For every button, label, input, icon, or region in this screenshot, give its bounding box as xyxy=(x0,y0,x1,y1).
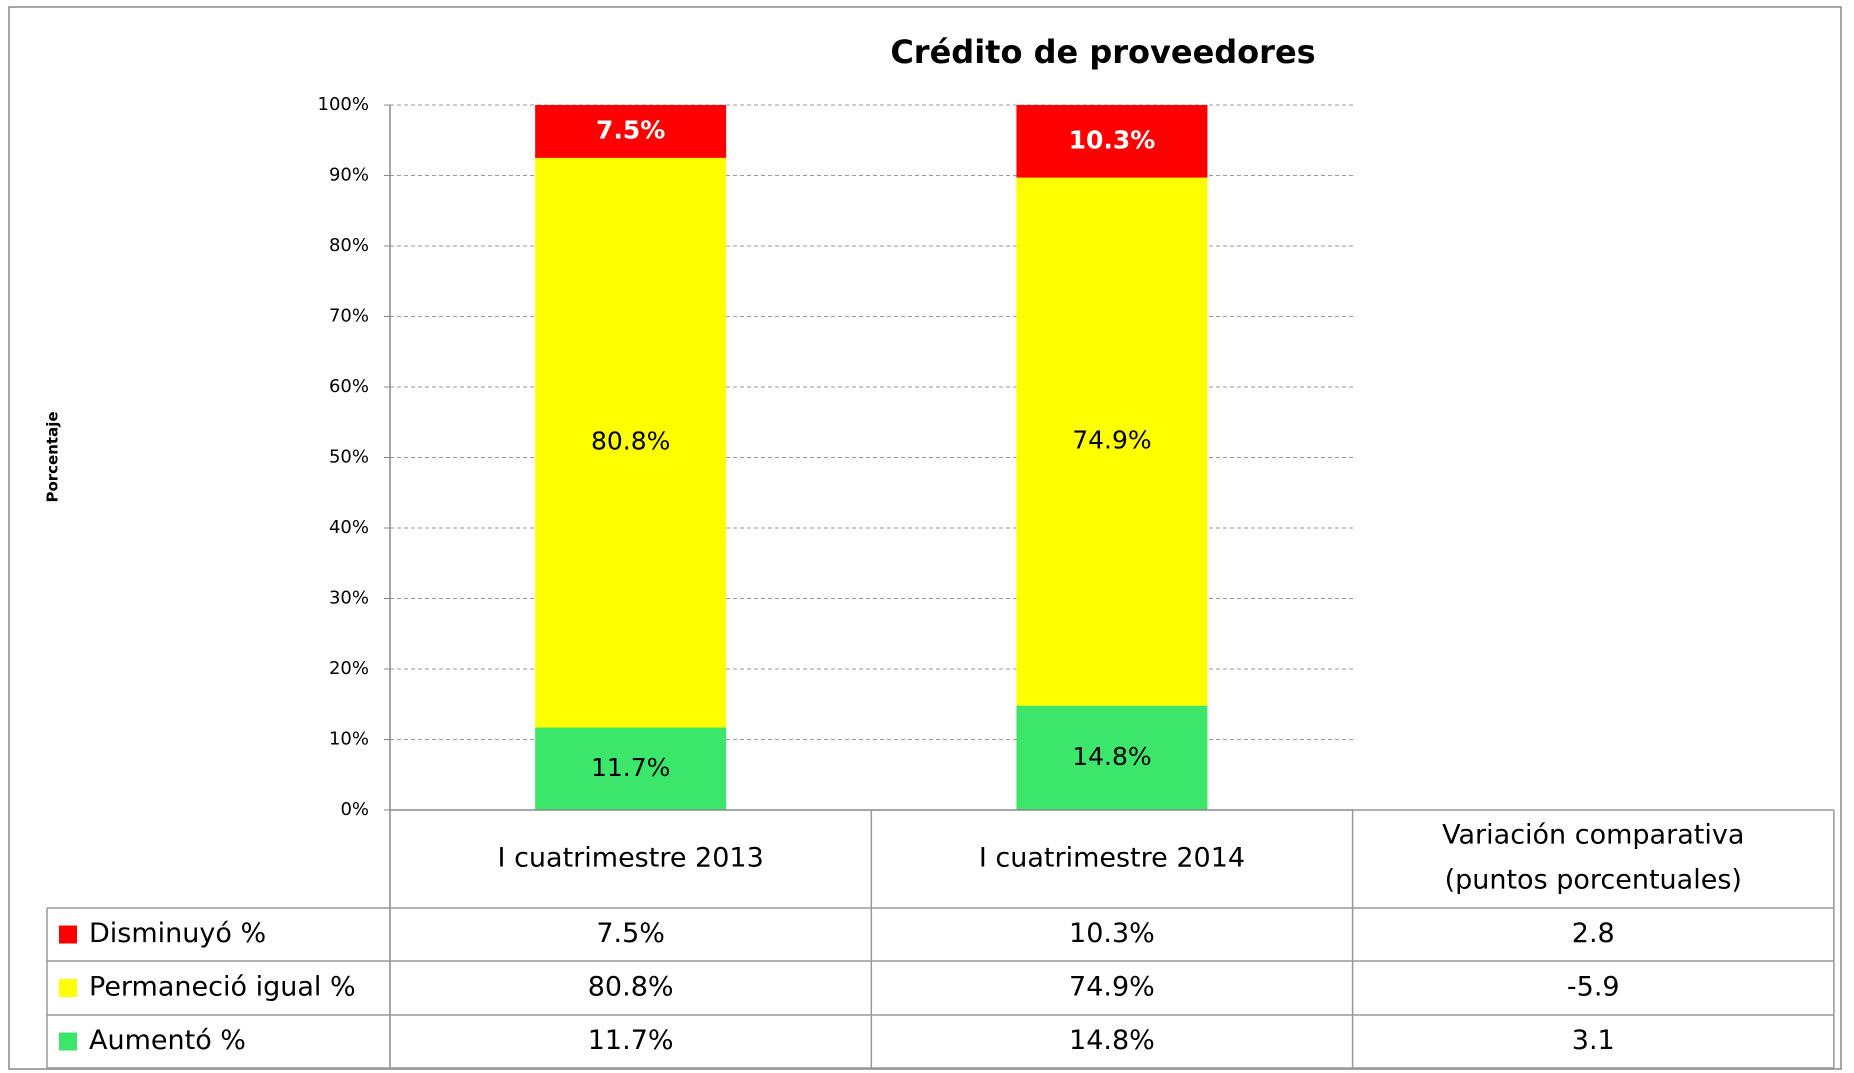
y-tick-label: 70% xyxy=(329,306,369,327)
data-label: 11.7% xyxy=(591,753,670,782)
chart-title: Crédito de proveedores xyxy=(890,33,1315,71)
data-label: 74.9% xyxy=(1072,426,1151,455)
column-header: I cuatrimestre 2013 xyxy=(498,843,764,874)
legend-swatch xyxy=(59,925,77,944)
y-tick-label: 50% xyxy=(329,447,369,468)
y-tick-label: 80% xyxy=(329,235,369,256)
legend-label: Disminuyó % xyxy=(89,918,266,949)
table-cell: 3.1 xyxy=(1572,1025,1615,1056)
y-tick-label: 10% xyxy=(329,729,369,750)
bar-segment xyxy=(535,105,727,158)
bar-segment xyxy=(535,727,727,810)
data-label: 14.8% xyxy=(1072,742,1151,771)
bar-segment xyxy=(1016,705,1208,810)
legend-label: Aumentó % xyxy=(89,1025,246,1056)
y-tick-label: 100% xyxy=(318,94,369,115)
legend-swatch xyxy=(59,979,77,997)
y-tick-label: 0% xyxy=(340,799,369,820)
table-cell: 7.5% xyxy=(596,918,665,949)
frame xyxy=(8,6,1842,1070)
y-tick-label: 40% xyxy=(329,517,369,538)
bar-segment xyxy=(1016,105,1208,178)
y-axis-label: Porcentaje xyxy=(44,411,62,502)
bar-segment xyxy=(535,157,727,728)
column-header: (puntos porcentuales) xyxy=(1445,865,1742,896)
legend-swatch xyxy=(59,1032,77,1051)
table-cell: 2.8 xyxy=(1572,918,1615,949)
y-tick-label: 30% xyxy=(329,588,369,609)
y-tick-label: 60% xyxy=(329,376,369,397)
y-tick-label: 20% xyxy=(329,658,369,679)
data-label: 7.5% xyxy=(596,115,665,144)
legend-label: Permaneció igual % xyxy=(89,972,356,1003)
column-header: Variación comparativa xyxy=(1442,820,1744,851)
bar-segment xyxy=(1016,177,1208,706)
y-tick-label: 90% xyxy=(329,165,369,186)
table-cell: 80.8% xyxy=(588,972,674,1003)
table-cell: 14.8% xyxy=(1069,1025,1155,1056)
table-cell: 10.3% xyxy=(1069,918,1155,949)
data-label: 80.8% xyxy=(591,427,670,456)
table-cell: 74.9% xyxy=(1069,972,1155,1003)
table-cell: 11.7% xyxy=(588,1025,674,1056)
column-header: I cuatrimestre 2014 xyxy=(979,843,1245,874)
data-label: 10.3% xyxy=(1069,125,1156,154)
table-cell: -5.9 xyxy=(1567,972,1620,1003)
